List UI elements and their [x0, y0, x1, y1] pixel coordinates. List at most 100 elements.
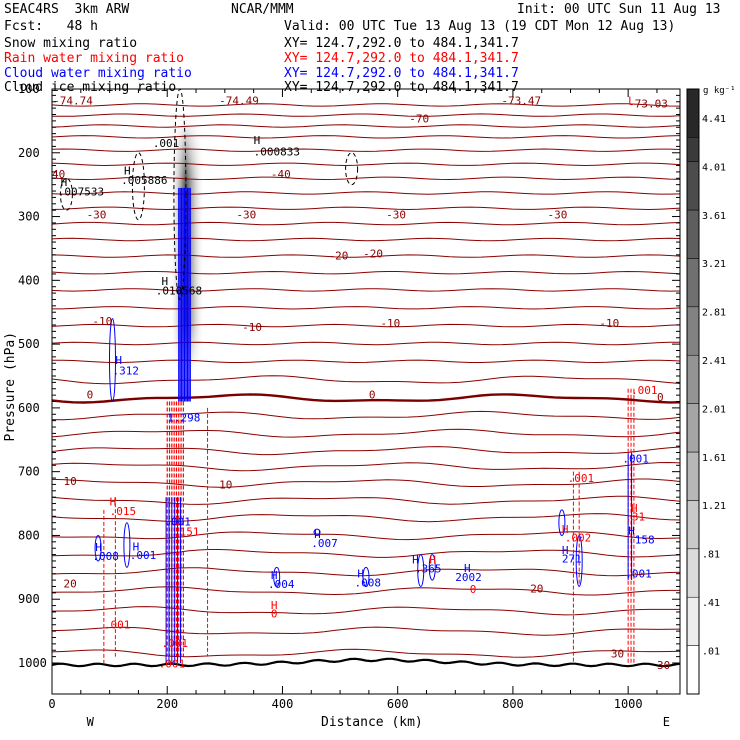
extremum-label: .001	[159, 658, 186, 671]
y-tick-label: 500	[18, 337, 40, 351]
extremum-label: H	[271, 569, 278, 582]
extremum-label: .010568	[156, 285, 202, 298]
colorbar-level-label: 2.01	[702, 404, 726, 415]
colorbar-segment	[686, 258, 700, 308]
isotherm-label: -70	[409, 112, 429, 125]
isotherm-label: -30	[87, 209, 107, 222]
isotherm-label: 30	[657, 659, 670, 672]
isotherm-line	[51, 428, 681, 438]
terrain-line	[51, 657, 681, 668]
colorbar-level-label: 1.21	[702, 501, 726, 512]
colorbar-segment	[686, 306, 700, 356]
isotherm-line	[51, 461, 681, 472]
extremum-label: H	[562, 544, 569, 557]
extremum-label: H	[61, 176, 68, 189]
isotherm-label: -20	[329, 249, 349, 262]
colorbar-segment	[686, 451, 700, 501]
rain-field-name: Rain water mixing ratio	[4, 51, 185, 66]
isotherm-line	[51, 162, 681, 167]
isotherm-label: -30	[386, 209, 406, 222]
isotherm-label: -73.03	[628, 98, 668, 111]
isotherm-label: 0	[87, 388, 94, 401]
isotherm-line	[51, 206, 681, 211]
extremum-label: H	[133, 540, 140, 553]
snow-contour	[59, 177, 73, 211]
isotherm-label: -10	[599, 317, 619, 330]
cloudice-field-xy: XY= 124.7,292.0 to 484.1,341.7	[284, 80, 519, 95]
cloud-water-contour	[94, 534, 102, 562]
extremum-label: H	[124, 165, 131, 178]
isotherm-line	[51, 270, 681, 275]
extremum-label: .001	[631, 384, 658, 397]
extremum-label: H	[254, 134, 261, 147]
isotherm-label: 10	[64, 475, 77, 488]
isotherm-label: -10	[380, 317, 400, 330]
extremum-label: .001	[104, 619, 131, 632]
extremum-label: H	[357, 568, 364, 581]
cloudwater-field-xy: XY= 124.7,292.0 to 484.1,341.7	[284, 66, 519, 81]
y-tick-label: 700	[18, 465, 40, 479]
org-label: NCAR/MMM	[231, 2, 294, 17]
isotherm-line	[51, 135, 681, 139]
isotherm-line	[51, 495, 681, 505]
colorbar-level-label: .01	[702, 646, 720, 657]
isotherm-label: -30	[547, 209, 567, 222]
cloud-water-contour	[575, 534, 583, 587]
extremum-label: H	[631, 502, 638, 515]
extremum-label: .007	[311, 537, 338, 550]
isotherm-line	[51, 606, 680, 616]
extremum-label: .151	[173, 526, 200, 539]
isotherm-label: -20	[363, 248, 383, 261]
x-tick-label: 400	[272, 697, 294, 711]
isotherm-line	[51, 531, 681, 541]
isotherm-line	[51, 148, 681, 152]
isotherm-line	[51, 237, 681, 242]
extremum-label: .001	[153, 137, 180, 150]
extremum-label: .001	[161, 637, 188, 650]
colorbar-level-label: .81	[702, 550, 720, 561]
cloud-water-contour	[273, 566, 281, 587]
extremum-label: .015	[110, 505, 137, 518]
isotherm-label: 10	[219, 478, 232, 491]
colorbar-unit: g kg⁻¹	[703, 86, 736, 96]
extremum-label: 0	[470, 583, 477, 596]
isotherm-label: -73.47	[501, 94, 541, 107]
isotherm-line	[52, 306, 681, 310]
extremum-label: 1.298	[167, 411, 200, 424]
y-tick-label: 1000	[18, 656, 47, 670]
y-tick-label: 100	[18, 82, 40, 96]
extremum-label: H	[628, 524, 635, 537]
extremum-label: H	[161, 275, 168, 288]
extremum-label: H	[115, 354, 122, 367]
cloud-water-contour	[313, 528, 321, 536]
isotherm-line	[51, 113, 681, 117]
extremum-label: .001	[622, 452, 649, 465]
colorbar-level-label: 2.81	[702, 308, 726, 319]
extremum-label: .004	[268, 578, 295, 591]
extremum-label: .008	[92, 550, 119, 563]
colorbar-level-label: 4.01	[702, 162, 726, 173]
extremum-label: .001	[568, 472, 595, 485]
cloudice-field-name: Cloud ice mixing ratio	[4, 80, 177, 95]
extremum-label: H	[429, 554, 436, 567]
cloudwater-field-name: Cloud water mixing ratio	[4, 66, 192, 81]
isotherm-line	[51, 549, 681, 558]
extremum-label: .002	[565, 531, 592, 544]
snow-field-name: Snow mixing ratio	[4, 36, 138, 51]
isotherm-line	[51, 567, 681, 577]
extremum-label: 0	[271, 607, 278, 620]
colorbar-segment	[686, 161, 700, 211]
isotherm-line	[51, 124, 681, 128]
extremum-label: H	[271, 599, 278, 612]
colorbar-level-label: 1.61	[702, 453, 726, 464]
east-label: E	[663, 715, 670, 729]
cloud-water-contour	[362, 566, 370, 587]
init-label: Init: 00 UTC Sun 11 Aug 13	[517, 2, 721, 17]
extremum-label: .001	[625, 568, 652, 581]
colorbar-level-label: .41	[702, 598, 720, 609]
extremum-label: .007533	[58, 186, 104, 199]
isotherm-label: -10	[92, 315, 112, 328]
colorbar-level-label: 3.61	[702, 211, 726, 222]
snow-contour	[131, 152, 145, 221]
